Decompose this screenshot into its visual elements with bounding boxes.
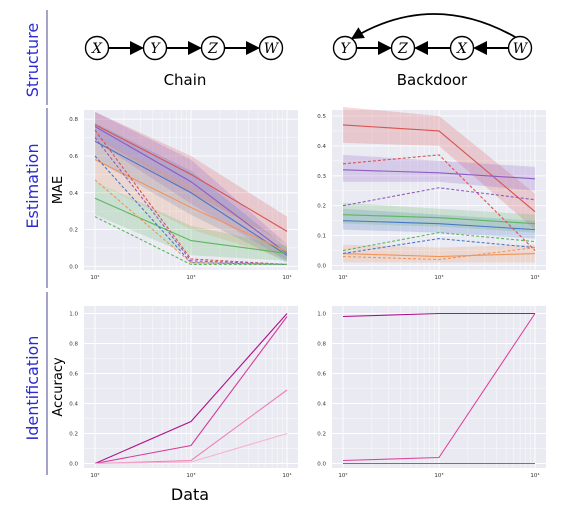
y-axis-title: Accuracy — [51, 357, 66, 417]
series-band — [95, 137, 287, 259]
x-tick-label: 10³ — [434, 472, 443, 479]
y-tick-label: 0.6 — [69, 372, 78, 378]
y-tick-label: 0.6 — [69, 154, 78, 160]
row-label-structure: Structure — [23, 23, 42, 97]
structure-node — [390, 35, 416, 61]
x-tick-label: 10² — [90, 472, 99, 479]
x-tick-label: 10² — [338, 472, 347, 479]
structure-node-label: Y — [150, 41, 161, 57]
structure-node — [84, 35, 110, 61]
y-tick-label: 0.4 — [69, 402, 78, 408]
y-tick-label: 0.1 — [317, 234, 326, 240]
series-line — [94, 432, 288, 465]
x-tick-label: 10⁴ — [282, 274, 292, 281]
row-label-estimation: Estimation — [23, 143, 42, 228]
structure-node — [449, 35, 475, 61]
series-line — [94, 159, 288, 253]
series-line — [342, 232, 536, 252]
series-line — [94, 316, 288, 465]
series-line — [342, 124, 536, 213]
series-band — [95, 181, 287, 261]
structure-node-label: W — [513, 41, 529, 57]
structure-title: Chain — [164, 71, 207, 89]
series-line — [94, 179, 288, 266]
y-tick-label: 0.2 — [317, 432, 326, 438]
structure-node-label: X — [91, 41, 103, 57]
x-tick-label: 10³ — [186, 274, 195, 281]
series-line — [94, 197, 288, 254]
x-tick-label: 10² — [90, 274, 99, 281]
series-line — [342, 214, 536, 225]
y-tick-label: 0.0 — [317, 462, 326, 468]
x-tick-label: 10⁴ — [530, 472, 540, 479]
x-tick-label: 10³ — [186, 472, 195, 479]
series-band — [343, 244, 535, 263]
structure-node-label: W — [264, 41, 280, 57]
series-line — [94, 313, 288, 465]
structure-node-label: Y — [340, 41, 351, 57]
structure-node-label: X — [456, 41, 468, 57]
y-tick-label: 0.8 — [69, 342, 78, 348]
chart-panel-identification-backdoor: 0.0 0.2 0.4 0.6 0.8 1.0 10² 10³ 10⁴ — [317, 306, 546, 479]
series-line — [94, 124, 288, 232]
series-line — [94, 216, 287, 266]
x-tick-label: 10⁴ — [282, 472, 292, 479]
x-tick-label: 10⁴ — [530, 274, 540, 281]
series-band — [343, 107, 535, 230]
series-line — [342, 238, 536, 255]
x-tick-label: 10³ — [434, 274, 443, 281]
y-axis-title: MAE — [51, 176, 66, 204]
structure-node — [258, 35, 284, 61]
structure-node — [332, 35, 358, 61]
structure-node — [507, 35, 533, 61]
y-tick-label: 0.0 — [69, 462, 78, 468]
y-tick-label: 0.4 — [317, 402, 326, 408]
x-axis-title: Data — [171, 485, 209, 504]
y-tick-label: 0.2 — [69, 432, 78, 438]
series-line — [94, 140, 288, 256]
row-label-identification: Identification — [23, 336, 42, 441]
structure-node — [142, 35, 168, 61]
series-line — [342, 313, 536, 462]
y-tick-label: 0.5 — [317, 114, 326, 120]
series-line — [342, 187, 536, 207]
series-line — [342, 169, 536, 180]
y-tick-label: 0.3 — [317, 174, 326, 180]
y-tick-label: 0.0 — [69, 264, 78, 270]
series-line — [342, 312, 535, 318]
y-tick-label: 0.0 — [317, 264, 326, 270]
y-tick-label: 0.8 — [317, 342, 326, 348]
structure-edge-curved — [350, 13, 517, 40]
y-tick-label: 0.4 — [317, 144, 326, 150]
series-line — [94, 126, 288, 254]
series-line — [342, 253, 536, 258]
structure-node-label: Z — [207, 41, 218, 57]
chart-panel-identification-chain: 0.0 0.2 0.4 0.6 0.8 1.0 10² 10³ 10⁴ Accuracy — [51, 306, 298, 479]
series-line — [342, 247, 536, 261]
y-tick-label: 1.0 — [317, 312, 326, 318]
y-tick-label: 0.6 — [317, 372, 326, 378]
structure-node-label: Z — [397, 41, 408, 57]
series-line — [342, 154, 536, 251]
series-line — [94, 129, 288, 266]
y-tick-label: 0.2 — [317, 204, 326, 210]
series-band — [95, 111, 287, 245]
y-tick-label: 0.2 — [69, 228, 78, 234]
chart-panel-estimation-chain: 0.0 0.2 0.4 0.6 0.8 10² 10³ 10⁴ MAE — [51, 110, 298, 281]
y-tick-label: 0.4 — [69, 191, 78, 197]
x-tick-label: 10² — [338, 274, 347, 281]
structure-node — [200, 35, 226, 61]
y-tick-label: 0.8 — [69, 117, 78, 123]
structure-title: Backdoor — [397, 71, 468, 89]
series-line — [342, 220, 536, 231]
chart-panel-estimation-backdoor: 0.0 0.1 0.2 0.3 0.4 0.5 10² 10³ 10⁴ — [317, 107, 546, 281]
y-tick-label: 1.0 — [69, 312, 78, 318]
series-line — [94, 137, 288, 266]
